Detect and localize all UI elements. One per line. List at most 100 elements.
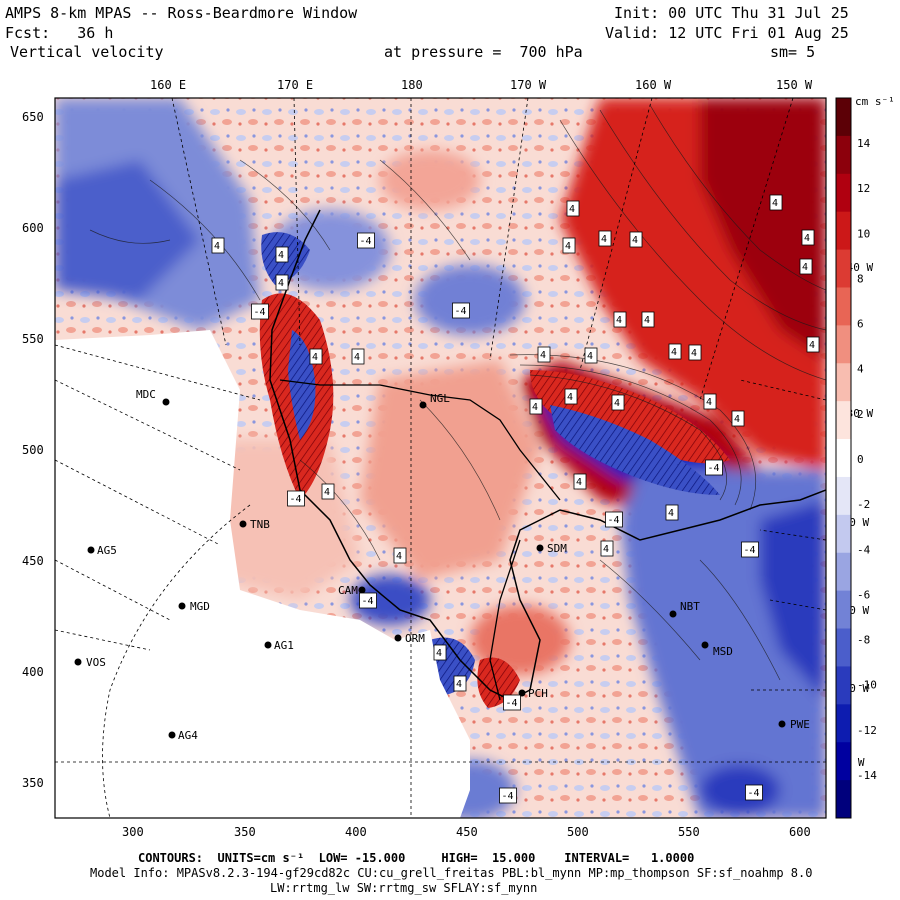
forecast-hour: Fcst: 36 h bbox=[5, 24, 114, 42]
colorbar-tick-label: 6 bbox=[857, 318, 864, 331]
svg-text:4: 4 bbox=[532, 402, 538, 413]
contour-value-box: 4 bbox=[564, 388, 578, 405]
station-dot bbox=[178, 602, 186, 610]
station-label: PWE bbox=[790, 718, 810, 731]
contour-value-box: 4 bbox=[598, 230, 612, 247]
bottom-tick-label: 550 bbox=[678, 825, 700, 839]
colorbar-labels: 14 12 10 8 6 4 2 0 -2 -4 -6 -8 -10 -12 -14 bbox=[857, 137, 877, 782]
contour-value-box: 4 bbox=[611, 394, 625, 411]
contour-value-box: 4 bbox=[584, 347, 598, 364]
coastline bbox=[269, 209, 826, 701]
svg-text:-4: -4 bbox=[502, 791, 514, 802]
colorbar-tick-label: 12 bbox=[857, 182, 870, 195]
svg-text:-4: -4 bbox=[290, 494, 302, 505]
station-dot bbox=[701, 641, 709, 649]
station-labels: MDC TNB AG5 MGD AG1 VOS AG4 NGL SDM NBT … bbox=[86, 388, 810, 742]
valid-time: Valid: 12 UTC Fri 01 Aug 25 bbox=[605, 24, 849, 42]
station-dot bbox=[162, 398, 170, 406]
station-label: AG1 bbox=[274, 639, 294, 652]
svg-text:4: 4 bbox=[691, 348, 697, 359]
top-lon-label: 180 bbox=[401, 78, 423, 92]
left-tick-label: 350 bbox=[22, 776, 44, 790]
top-lon-label: 170 E bbox=[277, 78, 314, 92]
contour-value-box: -4 bbox=[605, 511, 623, 528]
svg-text:4: 4 bbox=[772, 198, 778, 209]
svg-text:4: 4 bbox=[396, 551, 402, 562]
colorbar-frame bbox=[835, 97, 852, 819]
left-tick-label: 600 bbox=[22, 221, 44, 235]
colorbar-swatch bbox=[836, 287, 851, 326]
colorbar-swatch bbox=[836, 514, 851, 554]
svg-text:4: 4 bbox=[809, 340, 815, 351]
svg-text:4: 4 bbox=[632, 235, 638, 246]
station-dots bbox=[74, 398, 786, 739]
svg-text:4: 4 bbox=[576, 477, 582, 488]
contour-value-box: 4 bbox=[665, 504, 679, 521]
physics-info: LW:rrtmg_lw SW:rrtmg_sw SFLAY:sf_mynn bbox=[270, 881, 538, 895]
svg-text:4: 4 bbox=[616, 315, 622, 326]
svg-text:4: 4 bbox=[804, 233, 810, 244]
contour-value-box: -4 bbox=[287, 490, 305, 507]
contour-value-box: -4 bbox=[745, 784, 763, 801]
station-dot bbox=[239, 520, 247, 528]
station-dot bbox=[74, 658, 82, 666]
station-label: SDM bbox=[547, 542, 567, 555]
svg-text:4: 4 bbox=[354, 352, 360, 363]
contour-value-box: 4 bbox=[529, 398, 543, 415]
top-lon-label: 150 W bbox=[776, 78, 813, 92]
contour-value-box: 4 bbox=[629, 231, 643, 248]
contour-value-box: 4 bbox=[600, 540, 614, 557]
station-label: AG4 bbox=[178, 729, 198, 742]
colorbar-swatch bbox=[836, 704, 851, 743]
svg-text:4: 4 bbox=[565, 241, 571, 252]
field-name: Vertical velocity bbox=[10, 43, 164, 61]
svg-text:4: 4 bbox=[601, 234, 607, 245]
contour-value-box: 4 bbox=[799, 258, 813, 275]
top-lon-label: 160 E bbox=[150, 78, 187, 92]
colorbar-units: cm s⁻¹ bbox=[855, 95, 895, 108]
svg-text:4: 4 bbox=[312, 352, 318, 363]
ridge-line bbox=[489, 539, 521, 701]
colorbar-swatch bbox=[836, 211, 851, 251]
station-label: NGL bbox=[430, 392, 450, 405]
colorbar-tick-label: 0 bbox=[857, 453, 864, 466]
svg-text:4: 4 bbox=[567, 392, 573, 403]
station-dot bbox=[394, 634, 402, 642]
contour-value-box: 4 bbox=[573, 473, 587, 490]
contour-value-box: 4 bbox=[351, 348, 365, 365]
colorbar-swatch bbox=[836, 173, 851, 213]
colorbar-swatch bbox=[836, 249, 851, 288]
ice-shelf-edge bbox=[279, 379, 561, 501]
colorbar-swatch bbox=[836, 325, 851, 364]
station-dot bbox=[778, 720, 786, 728]
top-lon-label: 160 W bbox=[635, 78, 672, 92]
left-tick-label: 550 bbox=[22, 332, 44, 346]
left-tick-label: 650 bbox=[22, 110, 44, 124]
contour-value-box: 4 bbox=[275, 274, 289, 291]
svg-text:4: 4 bbox=[802, 262, 808, 273]
colorbar-tick-label: -8 bbox=[857, 634, 870, 647]
graticule bbox=[55, 98, 826, 818]
bottom-tick-label: 350 bbox=[234, 825, 256, 839]
init-time: Init: 00 UTC Thu 31 Jul 25 bbox=[614, 4, 849, 22]
contour-value-box: 4 bbox=[566, 200, 580, 217]
shaded-field bbox=[55, 98, 826, 818]
contour-value-boxes: 4 4 4 -4 -4 -4 4 4 4 4 4 4 4 4 4 4 4 4 4 4 4 4 4 4 4 4 4 -4 4 4 -4 4 4 -4… bbox=[211, 194, 820, 804]
colorbar-tick-label: 14 bbox=[857, 137, 871, 150]
station-label: VOS bbox=[86, 656, 106, 669]
svg-text:4: 4 bbox=[587, 351, 593, 362]
masked-terrain bbox=[55, 330, 470, 818]
station-label: CAM bbox=[338, 584, 358, 597]
svg-text:-4: -4 bbox=[455, 306, 467, 317]
top-lon-label: 170 W bbox=[510, 78, 547, 92]
colorbar-swatch bbox=[836, 590, 851, 630]
plot-title: AMPS 8-km MPAS -- Ross-Beardmore Window bbox=[5, 4, 358, 22]
colorbar-tick-label: -14 bbox=[857, 769, 877, 782]
svg-text:4: 4 bbox=[456, 679, 462, 690]
pressure-level: at pressure = 700 hPa bbox=[384, 43, 583, 61]
svg-text:4: 4 bbox=[671, 347, 677, 358]
colorbar-tick-label: 2 bbox=[857, 408, 864, 421]
colorbar-swatch bbox=[836, 401, 851, 440]
contour-value-box: 4 bbox=[275, 246, 289, 263]
svg-text:-4: -4 bbox=[506, 698, 518, 709]
